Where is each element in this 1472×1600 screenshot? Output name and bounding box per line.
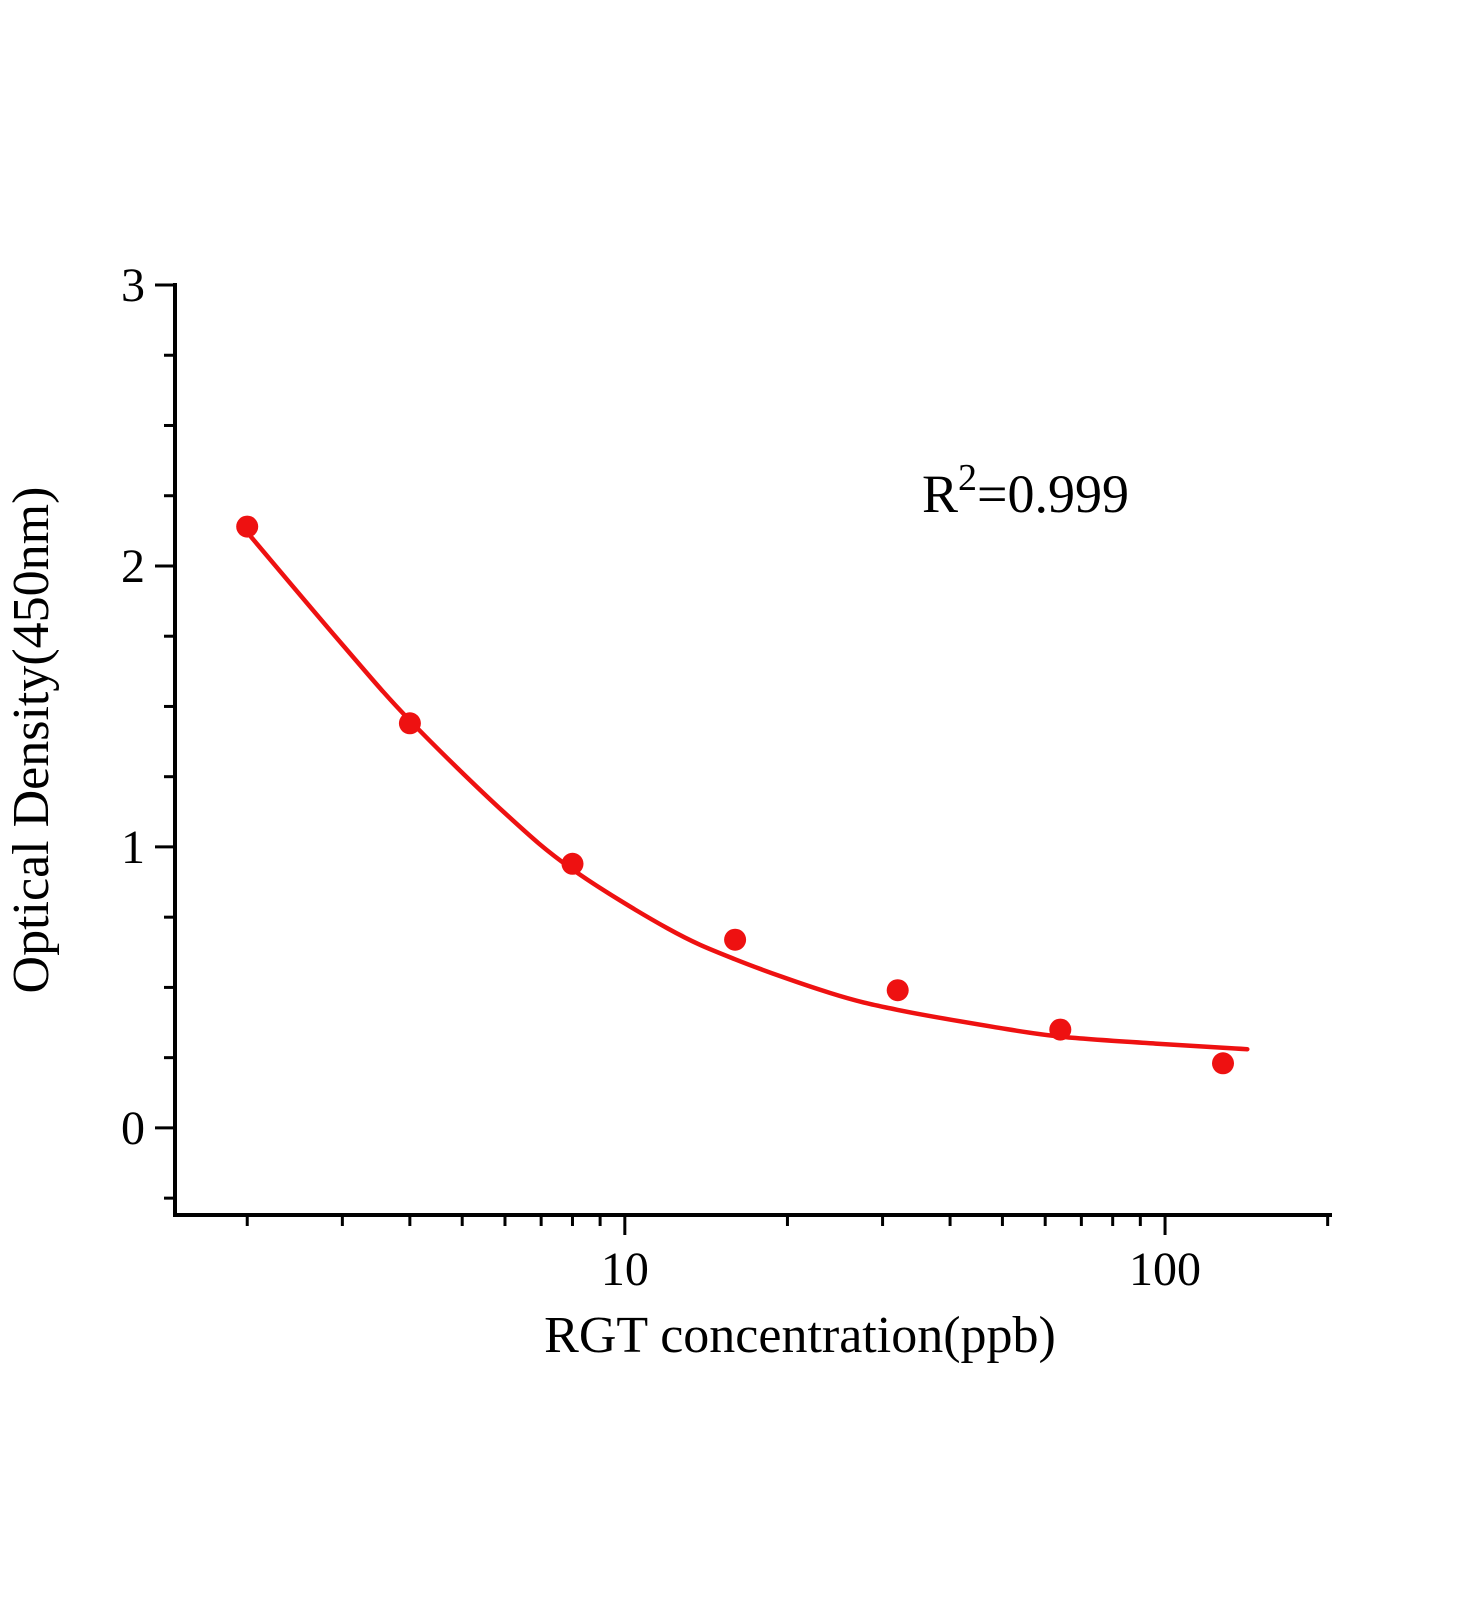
- x-tick-label: 10: [601, 1243, 649, 1296]
- x-axis-title: RGT concentration(ppb): [544, 1307, 1056, 1364]
- axis-titles: Optical Density(450nm) RGT concentration…: [3, 457, 1129, 1364]
- x-tick-label: 100: [1129, 1243, 1201, 1296]
- axes: [173, 283, 1332, 1217]
- y-tick-label: 1: [121, 821, 145, 874]
- data-point: [1049, 1018, 1072, 1041]
- y-axis-title: Optical Density(450nm): [3, 487, 60, 994]
- y-tick-label: 0: [121, 1102, 145, 1155]
- r-squared-annotation: R2=0.999: [922, 457, 1129, 524]
- data-point: [1212, 1052, 1234, 1075]
- axis-tick-labels: 0 1 2 3 10 100: [121, 259, 1201, 1296]
- data-point: [886, 979, 909, 1002]
- series: [236, 515, 1250, 1075]
- axis-ticks: [155, 283, 1330, 1235]
- y-tick-label: 3: [121, 259, 145, 312]
- data-point: [724, 928, 747, 951]
- data-point: [236, 515, 259, 538]
- y-tick-label: 2: [121, 540, 145, 593]
- fit-curve: [244, 530, 1250, 1052]
- data-point: [561, 852, 584, 875]
- data-point: [398, 712, 421, 735]
- axis-spines: [173, 283, 1332, 1217]
